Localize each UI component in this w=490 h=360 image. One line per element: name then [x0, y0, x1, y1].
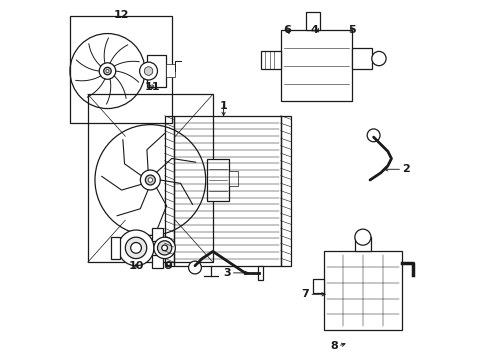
- Bar: [281, 30, 352, 102]
- Bar: [323, 251, 402, 330]
- Circle shape: [104, 67, 111, 75]
- Bar: [70, 16, 172, 123]
- Text: 8: 8: [330, 341, 338, 351]
- Circle shape: [131, 243, 142, 253]
- Bar: [355, 237, 371, 251]
- Circle shape: [118, 230, 154, 266]
- Bar: [173, 116, 281, 266]
- Bar: [88, 94, 213, 262]
- Text: 5: 5: [348, 24, 356, 35]
- Text: 11: 11: [145, 82, 160, 92]
- Bar: [281, 116, 292, 266]
- Bar: [152, 228, 163, 241]
- Bar: [165, 116, 173, 266]
- Text: 2: 2: [402, 164, 410, 174]
- Bar: [111, 237, 120, 258]
- Circle shape: [355, 229, 371, 245]
- Bar: [352, 48, 372, 69]
- Circle shape: [144, 67, 153, 75]
- Bar: [147, 55, 167, 87]
- Circle shape: [372, 51, 386, 66]
- Circle shape: [148, 178, 152, 182]
- Bar: [261, 51, 281, 69]
- Bar: [306, 12, 320, 30]
- Bar: [152, 255, 163, 267]
- Circle shape: [154, 237, 175, 258]
- Circle shape: [157, 241, 172, 255]
- Circle shape: [99, 63, 116, 79]
- Circle shape: [367, 129, 380, 142]
- Text: 4: 4: [311, 24, 319, 35]
- Circle shape: [125, 237, 147, 258]
- Text: 12: 12: [114, 10, 129, 20]
- Bar: [313, 279, 323, 293]
- Text: 1: 1: [220, 102, 227, 111]
- Bar: [207, 158, 229, 202]
- Bar: [258, 266, 263, 280]
- Text: 6: 6: [283, 24, 291, 35]
- Text: 7: 7: [301, 289, 309, 299]
- Circle shape: [162, 245, 168, 251]
- Circle shape: [189, 261, 201, 274]
- Text: 10: 10: [128, 261, 144, 271]
- Circle shape: [140, 62, 157, 80]
- Text: 3: 3: [223, 268, 231, 278]
- Text: 9: 9: [164, 261, 172, 271]
- Circle shape: [106, 69, 109, 73]
- Circle shape: [140, 170, 160, 190]
- Circle shape: [146, 175, 155, 185]
- Bar: [229, 171, 238, 186]
- Bar: [167, 64, 175, 77]
